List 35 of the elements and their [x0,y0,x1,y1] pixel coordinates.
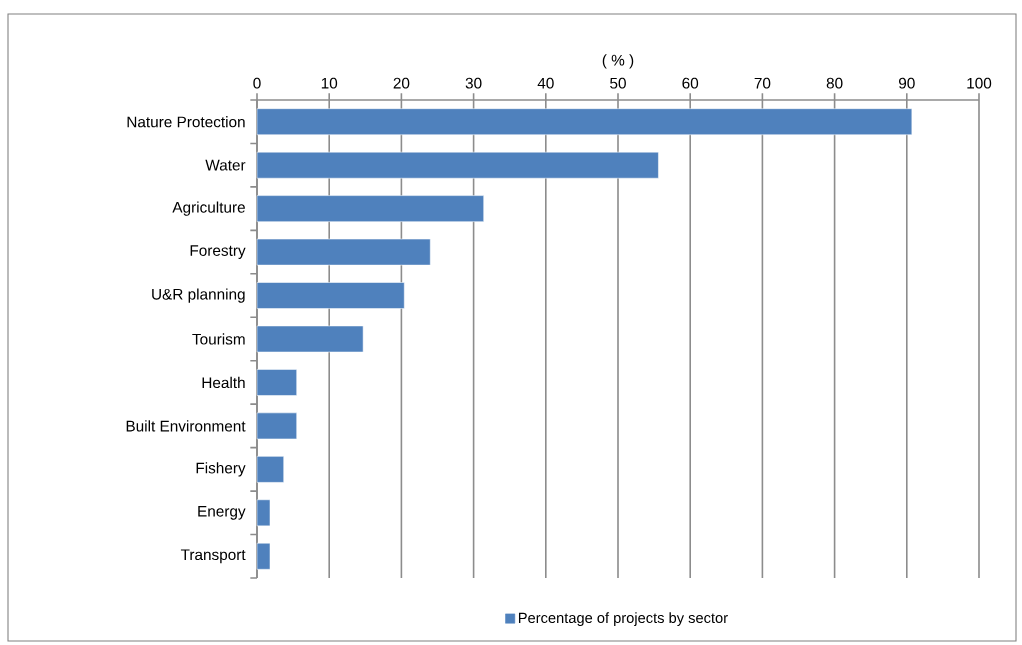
x-tick-label: 90 [898,77,915,89]
x-tick-label: 0 [253,77,261,89]
bar [256,195,484,222]
x-tick-label: 40 [537,77,554,89]
x-tick-label: 60 [682,77,699,89]
bar [256,542,271,570]
x-tick-label: 50 [610,77,626,89]
y-tick-label: U&R planning [152,288,245,303]
y-tick-label: Water [205,159,246,171]
bar [256,456,284,483]
x-tick-label: 10 [321,77,338,89]
x-tick-label: 20 [393,77,410,89]
y-tick-label: Fishery [196,462,246,477]
x-axis-title: ( % ) [602,54,634,69]
bar [256,238,431,266]
bar [256,412,297,440]
y-tick-label: Tourism [192,333,245,345]
y-tick-label: Nature Protection [127,116,245,128]
x-tick-label: 100 [967,77,992,89]
bar [256,499,271,527]
legend-label: Percentage of projects by sector [518,612,728,626]
bar [256,108,913,136]
x-tick-label: 70 [754,77,771,89]
bar [256,325,364,353]
x-tick-label: 30 [465,77,482,89]
bar [256,369,297,396]
y-tick-label: Energy [198,505,246,520]
bar [256,151,659,179]
y-tick-label: Agriculture [172,201,245,216]
x-tick-label: 80 [826,77,843,89]
y-tick-label: Built Environment [126,420,246,432]
y-tick-label: Transport [180,549,246,564]
bar [256,282,405,309]
y-tick-label: Forestry [190,245,246,259]
y-tick-label: Health [202,376,245,389]
